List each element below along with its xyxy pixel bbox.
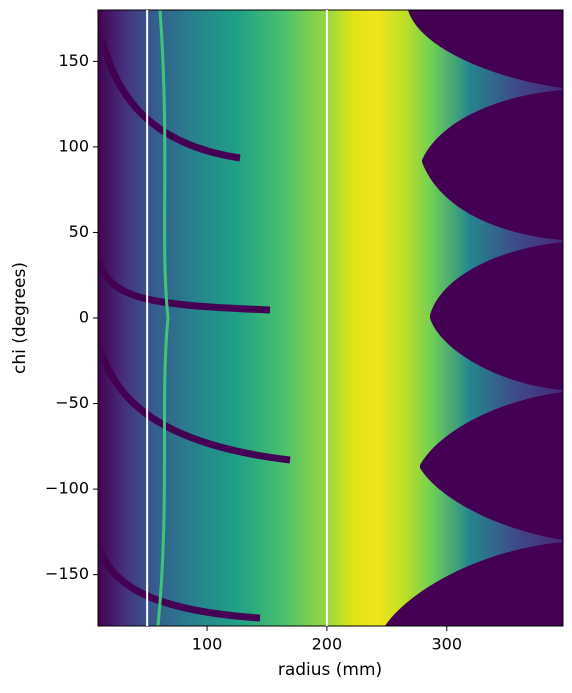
y-tick-label: 0 (79, 308, 89, 327)
y-tick-label: −100 (45, 479, 89, 498)
y-tick-label: 50 (69, 222, 89, 241)
y-tick-label: −50 (55, 393, 89, 412)
y-axis-label: chi (degrees) (10, 262, 30, 374)
y-tick-label: −150 (45, 564, 89, 583)
x-axis-label: radius (mm) (278, 660, 382, 680)
x-tick-label: 300 (431, 635, 462, 654)
heatmap (98, 10, 563, 626)
x-tick-label: 100 (192, 635, 223, 654)
x-tick-label: 200 (312, 635, 343, 654)
y-tick-label: 150 (58, 51, 89, 70)
y-tick-label: 100 (58, 136, 89, 155)
